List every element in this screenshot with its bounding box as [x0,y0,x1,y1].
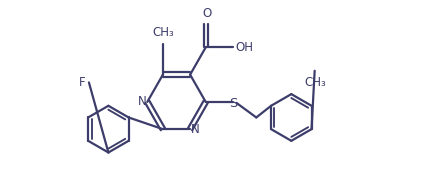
Text: CH₃: CH₃ [305,76,326,89]
Text: F: F [78,76,85,89]
Text: S: S [229,97,237,110]
Text: N: N [190,123,199,136]
Text: OH: OH [235,41,253,54]
Text: O: O [202,7,211,20]
Text: N: N [138,95,147,108]
Text: CH₃: CH₃ [152,26,174,39]
